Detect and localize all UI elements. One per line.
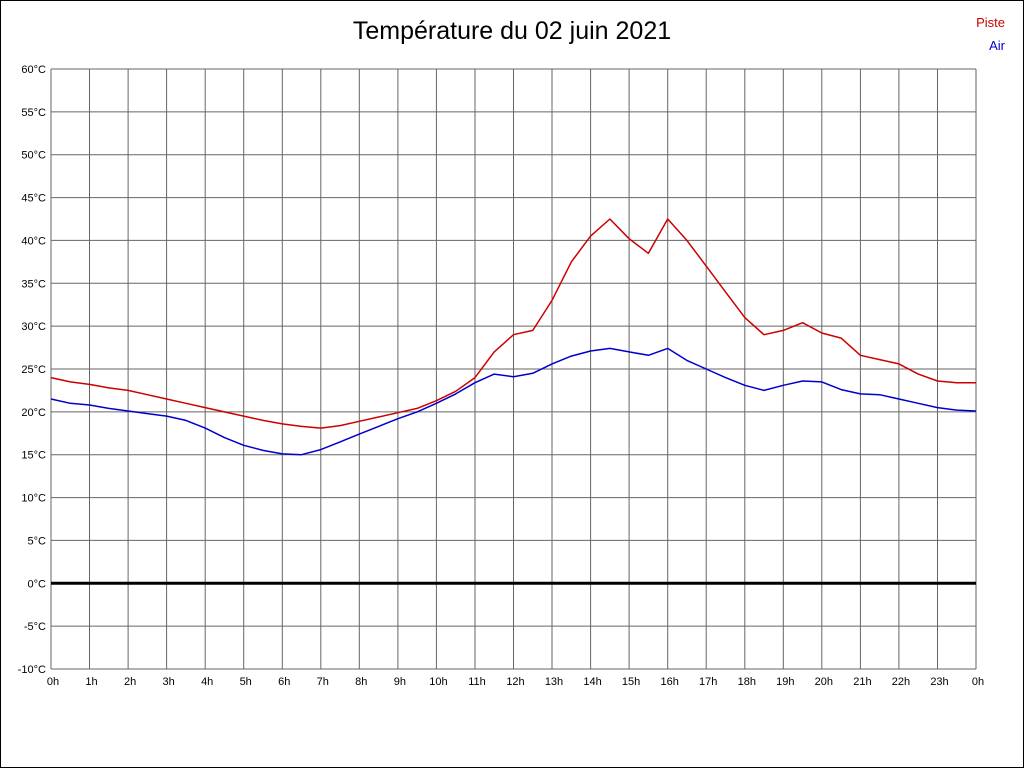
x-tick-label: 0h: [47, 676, 59, 688]
y-tick-label: 40°C: [21, 235, 46, 247]
x-tick-label: 21h: [853, 676, 871, 688]
y-tick-label: 50°C: [21, 150, 46, 162]
x-tick-label: 12h: [506, 676, 524, 688]
y-tick-label: -10°C: [18, 664, 46, 676]
y-tick-label: 5°C: [28, 535, 47, 547]
x-tick-label: 1h: [85, 676, 97, 688]
x-tick-label: 23h: [930, 676, 948, 688]
x-tick-label: 17h: [699, 676, 717, 688]
x-tick-label: 20h: [815, 676, 833, 688]
x-tick-label: 9h: [394, 676, 406, 688]
x-tick-label: 13h: [545, 676, 563, 688]
x-tick-label: 6h: [278, 676, 290, 688]
series-air-line: [50, 347, 977, 456]
y-tick-label: 15°C: [21, 450, 46, 462]
chart-title: Température du 02 juin 2021: [352, 17, 672, 45]
x-tick-label: 19h: [776, 676, 794, 688]
x-tick-label: 0h: [972, 676, 984, 688]
x-tick-label: 7h: [317, 676, 329, 688]
y-tick-label: 60°C: [21, 64, 46, 76]
x-tick-label: 10h: [429, 676, 447, 688]
y-tick-label: 25°C: [21, 364, 46, 376]
chart-legend: Piste Air: [976, 11, 1005, 57]
x-tick-label: 14h: [583, 676, 601, 688]
x-tick-label: 3h: [162, 676, 174, 688]
x-tick-label: 11h: [468, 676, 486, 688]
x-tick-label: 5h: [240, 676, 252, 688]
y-tick-label: 30°C: [21, 321, 46, 333]
x-tick-label: 18h: [738, 676, 756, 688]
legend-item-piste: Piste: [976, 15, 1005, 30]
series-piste-line: [50, 218, 976, 429]
y-tick-label: 20°C: [21, 407, 46, 419]
y-tick-label: 45°C: [21, 193, 46, 205]
legend-item-air: Air: [989, 38, 1005, 53]
y-tick-label: 0°C: [28, 578, 47, 590]
x-tick-label: 8h: [355, 676, 367, 688]
x-tick-label: 16h: [661, 676, 679, 688]
y-tick-label: 55°C: [21, 107, 46, 119]
y-tick-label: 10°C: [21, 493, 46, 505]
x-tick-label: 2h: [124, 676, 136, 688]
x-tick-label: 4h: [201, 676, 213, 688]
x-tick-label: 22h: [892, 676, 910, 688]
x-tick-label: 15h: [622, 676, 640, 688]
y-tick-label: 35°C: [21, 278, 46, 290]
y-tick-label: -5°C: [24, 621, 46, 633]
